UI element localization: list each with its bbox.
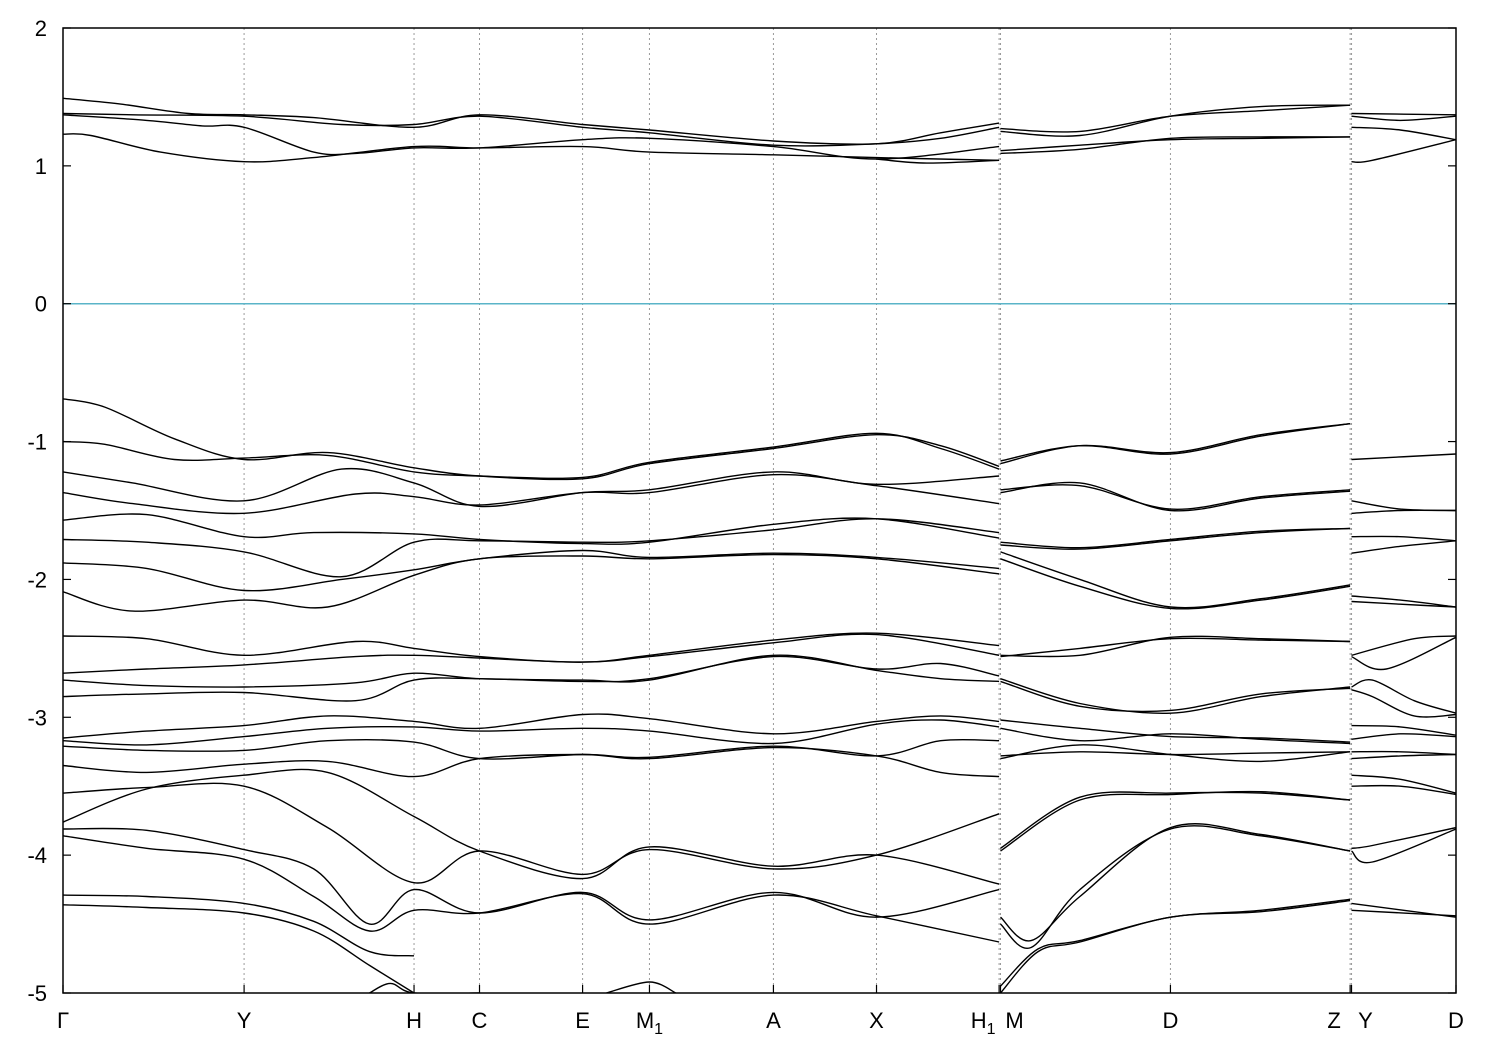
band-line <box>1000 790 1351 852</box>
band-line <box>1351 509 1456 514</box>
k-point-label: D <box>1448 1008 1464 1033</box>
band-line <box>63 713 1000 739</box>
k-point-label: Γ <box>57 1008 69 1033</box>
band-line <box>1000 791 1351 849</box>
band-line <box>1000 136 1351 152</box>
band-line <box>1351 115 1456 122</box>
y-tick-label: 2 <box>35 16 47 41</box>
k-point-subscript: 1 <box>987 1021 996 1038</box>
band-line <box>1000 678 1351 715</box>
y-tick-label: -4 <box>27 843 47 868</box>
k-point-label: Y <box>237 1008 252 1033</box>
band-line <box>1000 825 1351 950</box>
k-point-gridlines <box>243 28 1353 993</box>
band-line <box>63 835 1000 943</box>
band-line <box>63 719 1000 746</box>
band-line <box>63 513 1000 545</box>
band-line <box>1000 727 1351 745</box>
band-line <box>1351 784 1456 796</box>
band-line <box>1351 826 1456 849</box>
k-point-subscript: 1 <box>654 1021 663 1038</box>
band-line <box>1000 680 1351 713</box>
band-line <box>1351 828 1456 864</box>
band-line <box>1351 774 1456 794</box>
band-line <box>876 158 1000 164</box>
band-line <box>63 553 1000 612</box>
band-line <box>63 782 1000 884</box>
band-line <box>1000 823 1351 942</box>
band-line <box>63 633 1000 674</box>
k-point-label: E <box>575 1008 590 1033</box>
band-line <box>63 112 1000 147</box>
y-tick-label: -3 <box>27 705 47 730</box>
band-line <box>1351 535 1456 542</box>
y-tick-label: 1 <box>35 154 47 179</box>
band-line <box>1351 453 1456 461</box>
band-line <box>63 746 1000 778</box>
band-line <box>1000 481 1351 512</box>
band-line <box>63 768 1000 885</box>
band-line <box>1351 733 1456 740</box>
k-point-label: H <box>406 1008 422 1033</box>
k-point-label: Z <box>1327 1008 1340 1033</box>
y-tick-label: -5 <box>27 981 47 1006</box>
band-line <box>369 982 480 993</box>
y-tick-label: -2 <box>27 567 47 592</box>
band-line <box>1351 636 1456 671</box>
band-line <box>999 899 1351 993</box>
band-line <box>63 473 1000 515</box>
band-line <box>63 632 1000 663</box>
band-line <box>63 655 1000 702</box>
band-line <box>1351 635 1456 656</box>
band-line <box>1351 902 1456 918</box>
k-point-label: C <box>472 1008 488 1033</box>
band-line <box>1000 136 1351 155</box>
band-line <box>1351 909 1456 917</box>
band-line <box>1000 719 1351 743</box>
band-line <box>63 894 415 957</box>
plot-frame <box>62 27 1457 994</box>
band-line <box>1000 527 1351 550</box>
band-line <box>1351 689 1456 718</box>
band-line <box>1000 104 1351 137</box>
band-line <box>1351 540 1456 554</box>
band-line <box>63 114 1000 160</box>
y-tick-label: -1 <box>27 430 47 455</box>
band-line <box>1351 600 1456 608</box>
band-line <box>1351 139 1456 164</box>
k-point-label: M <box>1005 1008 1023 1033</box>
band-line <box>1351 126 1456 141</box>
band-line <box>1000 527 1351 549</box>
band-line <box>63 518 1000 578</box>
k-point-labels: Γ Y H C E M1 A X H1 M D Z Y D <box>57 985 1464 1038</box>
k-point-label: X <box>869 1008 884 1033</box>
band-line <box>1000 551 1351 609</box>
band-lines <box>63 97 1456 993</box>
band-line <box>63 432 1000 480</box>
band-line <box>1000 558 1351 610</box>
band-line <box>1000 637 1351 658</box>
band-line <box>1351 678 1456 714</box>
band-line <box>1000 744 1351 763</box>
band-line <box>1351 724 1456 736</box>
k-point-label: A <box>766 1008 781 1033</box>
y-tick-label: 0 <box>35 292 47 317</box>
band-line <box>1000 484 1351 511</box>
k-point-label: D <box>1162 1008 1178 1033</box>
band-line <box>1351 750 1456 756</box>
band-line <box>63 133 1000 163</box>
k-point-label: Y <box>1358 1008 1373 1033</box>
band-line <box>606 981 677 993</box>
band-line <box>1351 112 1456 116</box>
band-line <box>63 904 415 993</box>
y-axis-ticks: 2 1 0 -1 -2 -3 -4 -5 <box>27 16 1456 1006</box>
band-line <box>1351 753 1456 760</box>
band-line <box>1000 423 1351 462</box>
band-line <box>1351 595 1456 608</box>
band-line <box>1000 635 1351 658</box>
